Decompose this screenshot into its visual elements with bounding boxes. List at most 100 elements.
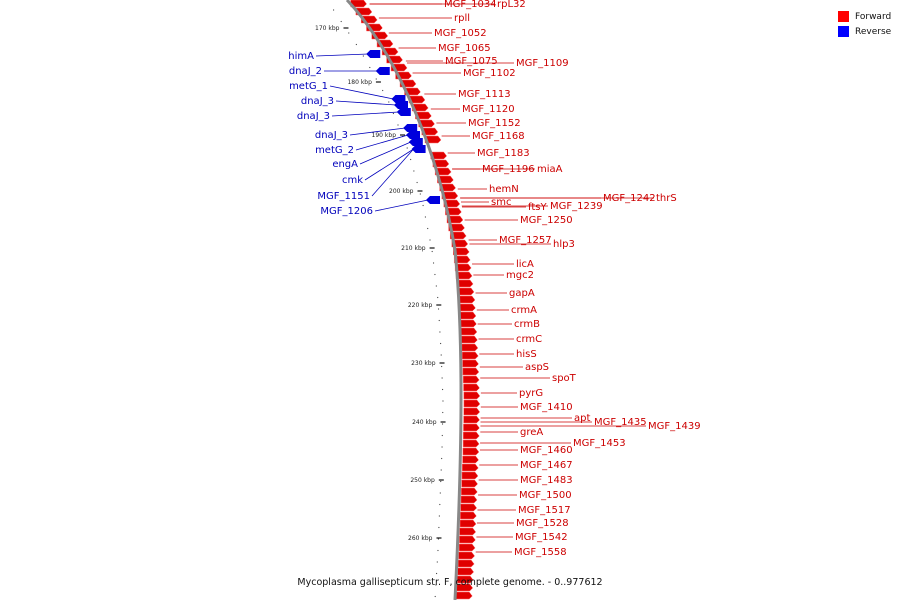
minor-tick [416,181,418,184]
minor-tick [441,423,444,425]
forward-gene-label: MGF_1168 [472,131,525,142]
reverse-gene-feature [426,196,440,204]
forward-gene-feature [461,351,479,360]
forward-gene-label: MGF_1109 [516,58,569,69]
forward-gene-feature [408,95,426,104]
forward-gene-feature [459,519,477,528]
forward-gene-feature [456,279,474,288]
minor-tick [388,101,390,103]
forward-gene-feature [424,135,442,144]
forward-gene-label: MGF_1410 [520,402,573,413]
forward-gene-label: MGF_1517 [518,505,571,516]
forward-gene-label: crmA [511,305,537,316]
minor-tick [440,354,442,356]
reverse-gene-label: cmk [342,175,363,186]
forward-gene-label: MGF_1460 [520,445,573,456]
minor-tick [434,273,436,276]
forward-gene-feature [462,447,480,456]
forward-gene-feature [461,487,478,496]
minor-tick [397,124,399,126]
forward-gene-feature [454,263,472,272]
forward-gene-feature [458,551,475,560]
kbp-tick-label: 230 kbp [411,360,436,367]
forward-gene-feature [460,319,477,328]
forward-gene-label: MGF_1528 [516,518,569,529]
forward-gene-feature [460,495,478,504]
forward-gene-label: MGF_1102 [463,68,516,79]
minor-tick [392,112,394,115]
forward-gene-label: MGF_1152 [468,118,521,129]
legend-swatch-forward [838,11,849,22]
reverse-gene-label: metG_2 [315,145,354,156]
minor-tick [439,503,441,506]
forward-gene-label: MGF_1439 [648,421,701,432]
forward-gene-feature [430,151,448,160]
forward-gene-feature [458,543,476,552]
minor-tick [442,400,444,402]
forward-gene-feature [461,479,478,488]
reverse-gene-label: dnaJ_3 [315,130,348,141]
forward-gene-label: rpll [454,13,470,24]
figure-caption: Mycoplasma gallisepticum str. F, complet… [297,577,603,588]
minor-tick [410,158,412,161]
forward-gene-feature [451,239,469,248]
minor-tick [333,9,335,11]
forward-gene-feature [421,127,439,136]
forward-gene-feature [439,183,456,192]
forward-gene-label: MGF_1242 [603,193,656,204]
reverse-label-leader [349,127,406,136]
minor-tick [437,308,440,310]
forward-gene-label: hlp3 [553,239,575,250]
forward-gene-feature [463,431,480,440]
minor-tick [340,20,342,23]
reverse-label-leader [374,199,429,212]
minor-tick [437,538,440,540]
forward-gene-feature [462,463,479,472]
minor-tick [438,515,440,517]
minor-tick [355,43,357,46]
forward-gene-feature [463,399,481,408]
minor-tick [438,526,440,529]
forward-gene-feature [462,439,480,448]
forward-gene-label: MGF_1542 [515,532,568,543]
reverse-gene-feature [411,145,426,153]
forward-gene-label: MGF_1075 [445,56,498,67]
reverse-gene-label: MGF_1151 [317,191,370,202]
reverse-label-leader [359,141,411,165]
forward-gene-label: mgc2 [506,270,534,281]
label-leaders [315,3,654,553]
legend-item-forward: Forward [838,9,891,24]
legend-label-forward: Forward [855,11,892,22]
forward-gene-label: aspS [525,362,549,373]
forward-gene-label: MGF_1467 [520,460,573,471]
forward-gene-label: MGF_1034 [444,0,497,10]
forward-gene-label: MGF_1500 [519,490,572,501]
forward-gene-label: MGF_1558 [514,547,567,558]
forward-gene-feature [415,111,432,120]
forward-gene-feature [461,343,479,352]
reverse-gene-label: dnaJ_3 [297,111,330,122]
minor-tick [424,216,426,218]
forward-gene-feature [461,471,479,480]
reverse-gene-feature [406,131,420,139]
reverse-gene-label: dnaJ_3 [301,96,334,107]
forward-gene-label: apt [574,413,590,424]
forward-gene-label: MGF_1183 [477,148,530,159]
minor-tick [436,561,438,563]
reverse-gene-feature [394,101,408,109]
reverse-gene-label: metG_1 [289,81,328,92]
forward-gene-label: smc [491,197,511,208]
forward-gene-feature [463,407,481,416]
minor-tick [427,227,429,230]
reverse-gene-label: engA [332,159,358,170]
legend-item-reverse: Reverse [838,24,891,39]
forward-gene-label: MGF_1239 [550,201,603,212]
forward-gene-label: MGF_1065 [438,43,491,54]
kbp-tick-label: 190 kbp [372,132,397,139]
forward-gene-feature [463,383,480,392]
minor-tick [441,457,443,460]
kbp-tick-label: 250 kbp [410,477,435,484]
kbp-tick-label: 210 kbp [401,245,426,252]
forward-gene-label: MGF_1435 [594,417,647,428]
